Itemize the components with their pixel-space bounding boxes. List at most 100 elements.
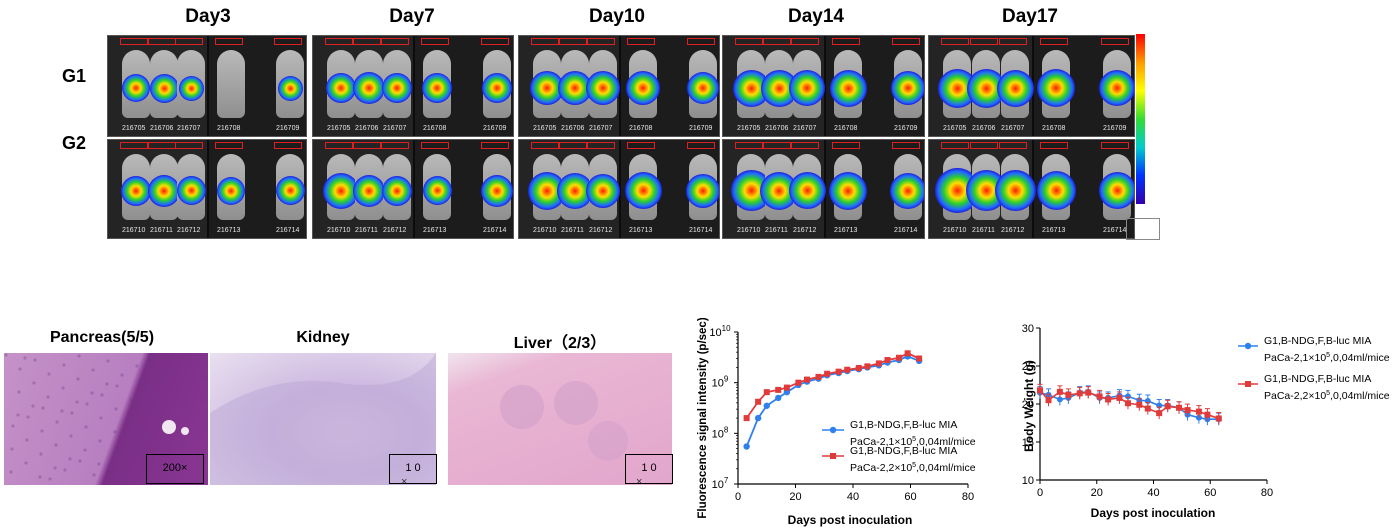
mouse-id: 216712 [383,227,407,234]
nucleus [136,469,140,473]
roi-label-box [970,142,998,149]
data-point [743,415,750,422]
nucleus [113,430,117,434]
nucleus [63,468,67,472]
legend-text: G1,B-NDG,F,B-luc MIA [850,445,957,457]
mouse-id: 216709 [483,125,507,132]
roi-label-box [120,142,148,149]
roi-label-box [941,142,969,149]
data-point [824,370,831,377]
nucleus [194,479,198,483]
x-mark: × [636,476,643,488]
mouse-id: 216714 [276,227,300,234]
roi-label-box [791,38,819,45]
mouse-id: 216713 [423,227,447,234]
duct [181,427,189,435]
imaging-panel: 216710 216711 216712 216713 216714 [518,139,720,239]
nucleus [166,451,170,455]
nucleus [142,435,146,439]
imaging-panel: 216710 216711 216712 216713 216714 [722,139,925,239]
mouse-id: 216711 [765,227,788,234]
roi-label-box [627,142,655,149]
roi-label-box [735,38,763,45]
roi-label-box [421,38,449,45]
nucleus [23,356,27,360]
bioluminescence-signal [176,176,206,206]
nucleus [61,386,65,390]
roi-label-box [892,38,920,45]
data-point [1065,391,1072,398]
bioluminescence-signal [1098,172,1134,210]
legend: G1,B-NDG,F,B-luc MIA PaCa-2,1×105,0,04ml… [822,419,976,474]
roi-label-box [559,142,587,149]
mouse-id: 216710 [737,227,761,234]
mouse-id: 216711 [561,227,584,234]
nucleus [151,460,155,464]
nucleus [144,389,148,393]
data-point [1045,397,1052,404]
legend-text: PaCa-2,2×105,0,04ml/mice [850,462,976,474]
y-axis-label: Body Weight (g) [1022,360,1036,452]
roi-label-box [832,142,860,149]
nucleus [202,399,206,403]
data-point [1124,400,1131,407]
mouse-id: 216714 [483,227,507,234]
nucleus [100,393,104,397]
nucleus [195,456,199,460]
roi-label-box [735,142,763,149]
mouse-id: 216705 [737,125,761,132]
legend-text: G1,B-NDG,F,B-luc MIA [1264,335,1371,347]
nucleus [9,470,13,474]
nucleus [158,403,162,407]
roi-label-box [892,142,920,149]
nucleus [53,466,57,470]
data-point [1215,415,1222,422]
nucleus [16,413,20,417]
nucleus [127,444,131,448]
nucleus [164,369,168,373]
data-point [763,402,770,409]
nucleus [180,465,184,469]
y-tick-label: 25 [1022,361,1034,373]
roi-label-box [148,142,176,149]
roi-label-box [970,38,998,45]
bioluminescence-signal [994,170,1036,212]
nucleus [179,360,183,364]
roi-label-box [587,142,615,149]
mouse [217,50,245,118]
bioluminescence-signal [890,172,924,209]
roi-label-box [381,38,409,45]
nucleus [78,459,82,463]
day-label: Day3 [185,6,231,27]
mouse-id: 216705 [122,125,146,132]
mouse-id: 216708 [834,125,858,132]
nucleus [55,420,59,424]
nucleus [4,353,8,357]
x-tick-label: 80 [962,491,974,503]
imaging-panel: 216705 216706 216707 216708 216709 [722,35,925,137]
roi-label-box [999,142,1027,149]
nucleus [40,429,44,433]
nucleus [39,452,43,456]
roi-label-box [1101,142,1129,149]
x-tick-label: 40 [847,491,859,503]
roi-label-box [941,38,969,45]
roi-label-box [531,38,559,45]
y-tick-label: 107 [712,476,729,491]
mouse-id: 216705 [943,125,967,132]
nucleus [18,367,22,371]
data-point [1037,387,1043,394]
nucleus [33,358,37,362]
fluorescence-chart: Fluorescence signal intensity (p/sec) Da… [697,318,976,527]
nucleus [75,400,79,404]
pancreas-texture [4,353,207,483]
roi-label-box [215,142,243,149]
bioluminescence-signal [382,73,412,103]
x-axis-label: Days post inoculation [1091,506,1216,520]
nucleus [46,395,50,399]
y-axis-label: Fluorescence signal intensity (p/sec) [697,318,709,519]
mouse-id: 216706 [355,125,379,132]
nucleus [196,433,200,437]
roi-label-box [353,142,381,149]
data-point [1136,401,1143,408]
